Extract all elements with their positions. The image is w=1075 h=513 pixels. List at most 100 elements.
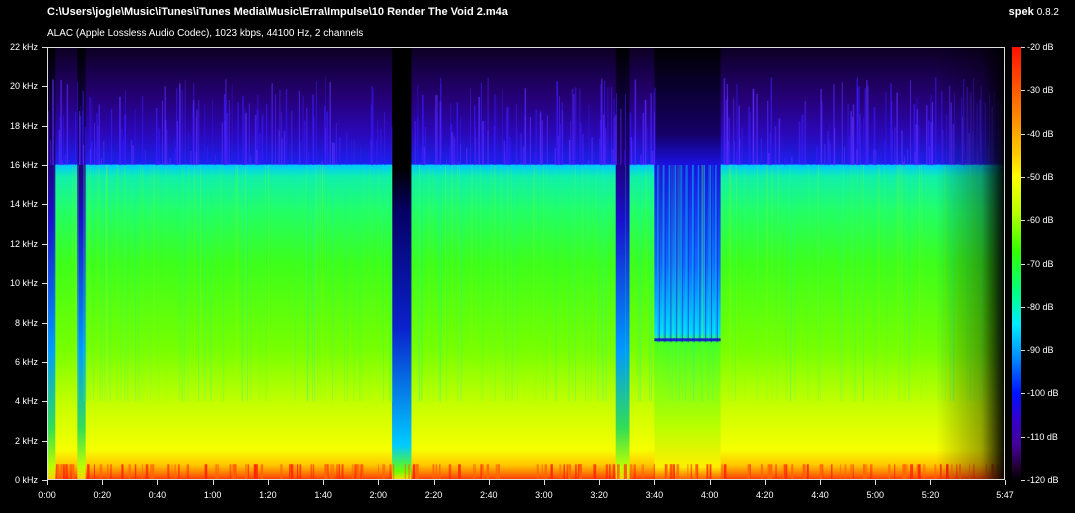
hf-streak: [611, 86, 613, 166]
app-brand: spek 0.8.2: [1009, 6, 1059, 18]
mid-streak: [363, 165, 365, 402]
hf-streak: [896, 92, 898, 166]
hf-streak: [157, 162, 160, 166]
mid-streak: [182, 165, 184, 402]
spectrogram-segment: [392, 47, 412, 480]
mid-streak: [854, 165, 856, 402]
audio-info-subtitle: ALAC (Apple Lossless Audio Codec), 1023 …: [47, 28, 364, 39]
mid-streak: [194, 165, 195, 402]
mid-streak: [730, 165, 732, 402]
bass-streak: [934, 464, 937, 480]
hf-streak: [732, 98, 735, 166]
bass-streak: [332, 464, 335, 480]
mid-streak: [919, 165, 920, 402]
comb-gap: [676, 165, 678, 343]
db-tick-label: -40 dB: [1027, 128, 1054, 139]
bass-streak: [408, 464, 411, 480]
mid-streak: [789, 165, 791, 402]
hf-streak: [604, 144, 605, 166]
hf-streak: [739, 139, 741, 166]
time-tick-label: 4:00: [700, 490, 719, 500]
hf-streak: [910, 80, 911, 166]
bass-streak: [724, 464, 727, 480]
hf-streak: [760, 138, 762, 166]
bass-streak: [536, 464, 539, 480]
time-tick-label: 1:20: [259, 490, 277, 500]
hf-streak: [624, 149, 625, 166]
hf-streak: [573, 93, 575, 166]
mid-streak: [517, 165, 518, 402]
frequency-tick-label: 10 kHz: [9, 278, 38, 289]
bass-streak: [625, 464, 627, 480]
mid-streak: [677, 165, 679, 402]
mid-streak: [188, 165, 189, 402]
hf-streak: [58, 129, 60, 166]
mid-streak: [150, 165, 151, 402]
hf-streak: [880, 152, 882, 166]
mid-streak: [648, 165, 650, 402]
bass-streak: [448, 464, 452, 480]
hf-streak: [767, 100, 769, 166]
time-tick-mark: [1005, 480, 1006, 485]
bass-streak: [605, 464, 609, 480]
bass-streak: [87, 464, 90, 480]
mid-streak: [568, 165, 570, 402]
bass-streak: [93, 464, 95, 480]
frequency-tick-mark: [42, 322, 47, 324]
mid-streak: [75, 165, 77, 402]
mid-streak: [511, 165, 512, 402]
hf-streak: [266, 104, 268, 166]
hf-streak: [529, 163, 531, 166]
hf-streak: [820, 89, 822, 166]
bass-streak: [415, 464, 419, 480]
hf-streak: [79, 116, 82, 166]
bass-streak: [563, 464, 565, 480]
mid-streak: [82, 165, 84, 402]
hf-streak: [279, 89, 281, 166]
bass-streak: [676, 464, 680, 480]
hf-streak: [630, 136, 632, 166]
bass-streak: [593, 464, 597, 480]
mid-streak: [546, 165, 547, 402]
hf-streak: [325, 76, 327, 166]
hf-streak: [331, 142, 334, 166]
mid-streak: [157, 165, 159, 402]
hf-streak: [82, 144, 85, 166]
mid-streak: [124, 165, 126, 402]
hf-streak: [128, 164, 130, 166]
mid-streak: [897, 165, 899, 402]
time-tick-mark: [709, 480, 711, 485]
mid-streak: [884, 165, 885, 402]
hf-streak: [520, 133, 522, 166]
hf-streak: [527, 164, 529, 166]
time-tick-mark: [599, 480, 601, 485]
hf-streak: [420, 147, 422, 166]
hf-streak: [726, 83, 728, 166]
mid-streak: [47, 165, 49, 402]
hf-streak: [226, 112, 228, 166]
hf-streak: [574, 87, 577, 166]
hf-streak: [329, 82, 331, 166]
hf-streak: [884, 141, 886, 166]
bass-streak: [481, 464, 484, 480]
hf-streak: [445, 159, 447, 166]
mid-streak: [388, 165, 390, 402]
hf-streak: [123, 138, 125, 166]
bass-streak: [782, 464, 785, 480]
hf-streak: [770, 77, 773, 166]
hf-streak: [533, 152, 536, 166]
frequency-tick-mark: [42, 165, 47, 167]
hf-streak: [620, 108, 622, 166]
mid-streak: [901, 165, 903, 402]
hf-streak: [445, 154, 447, 166]
bass-streak: [99, 464, 103, 480]
frequency-tick-mark: [42, 86, 47, 88]
hf-streak: [234, 163, 236, 166]
hf-streak: [243, 160, 246, 166]
mid-streak: [575, 165, 577, 402]
hf-streak: [50, 140, 52, 166]
mid-streak: [896, 165, 898, 402]
hf-streak: [798, 121, 801, 166]
hf-streak: [633, 164, 635, 166]
hf-streak: [62, 115, 64, 166]
